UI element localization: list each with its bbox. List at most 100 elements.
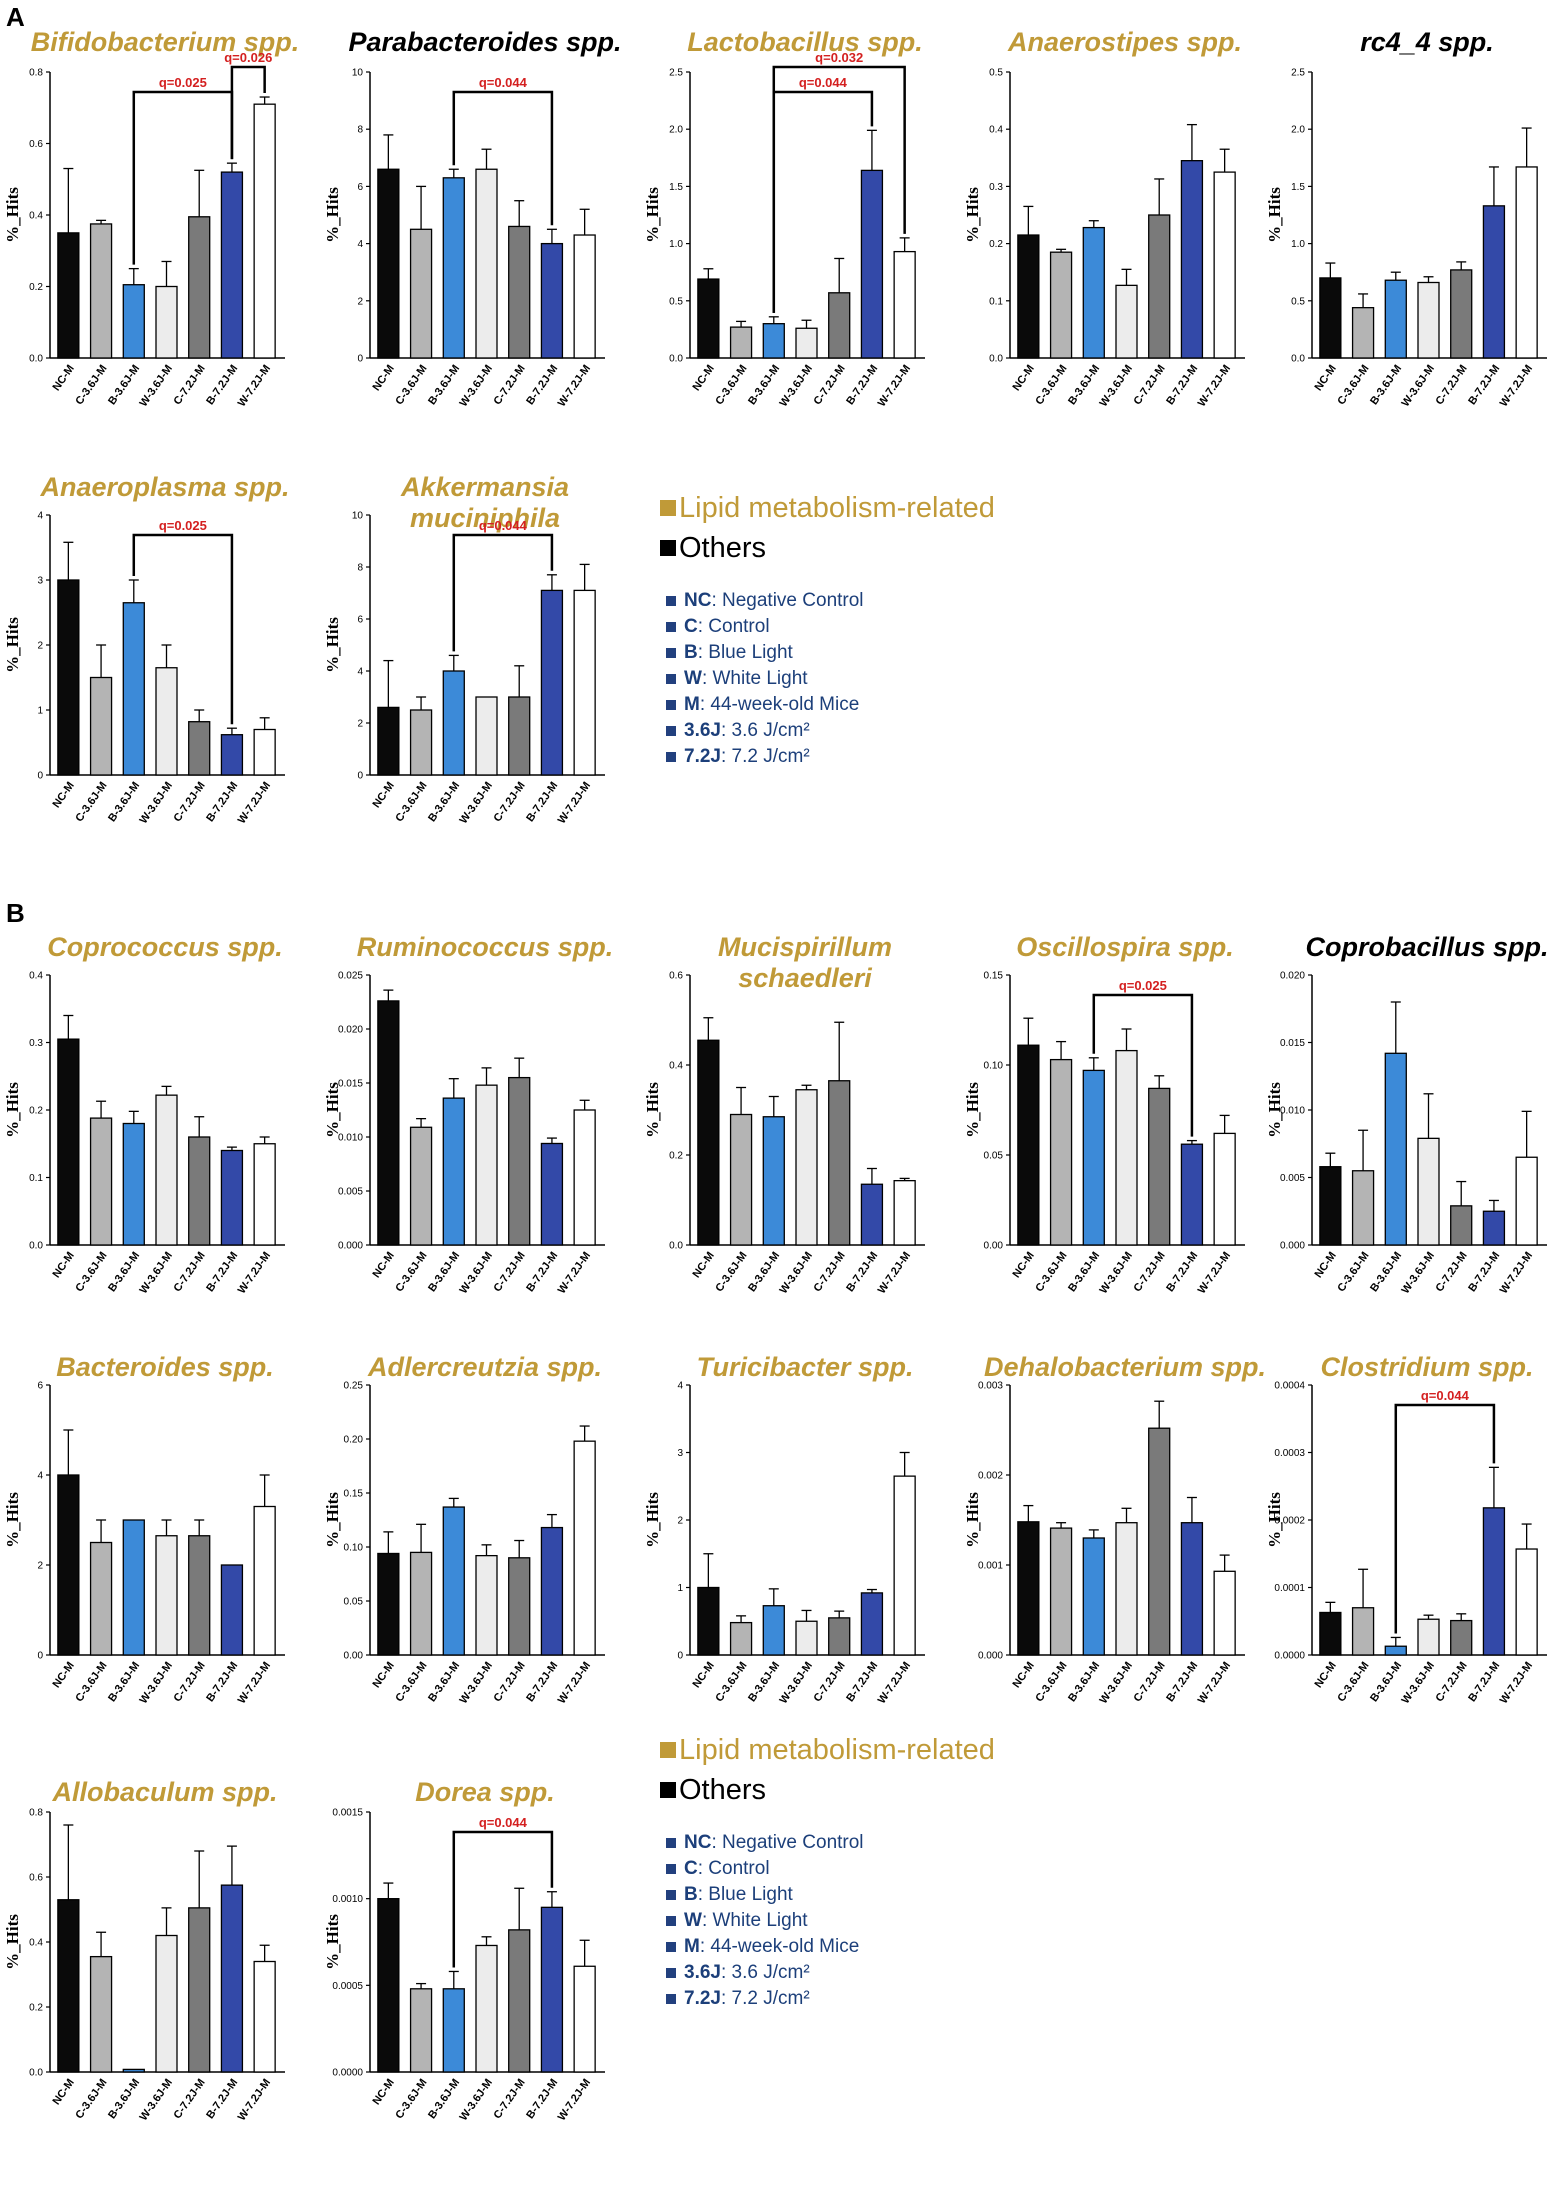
bar [155, 1934, 178, 2073]
x-tick-label: B-3.6J-M [746, 1250, 782, 1294]
chart-parabacteroides-spp: Parabacteroides spp. %_Hits 0 2 4 6 8 10 NC-M C-3… [320, 0, 640, 440]
bar [508, 1929, 531, 2073]
bar [1450, 269, 1473, 359]
chart-bacteroides-spp: Bacteroides spp. %_Hits 0 2 4 6 NC-M C-3.6J-M B-… [0, 1325, 320, 1765]
y-axis-label: %_Hits [323, 1914, 342, 1970]
significance-label: q=0.032 [815, 50, 863, 65]
x-tick-label: W-7.2J-M [556, 1250, 593, 1296]
bar [1017, 234, 1040, 359]
significance-label: q=0.026 [224, 50, 272, 65]
x-tick-label: B-3.6J-M [1066, 363, 1102, 407]
legend-abbr-desc: : White Light [701, 1910, 808, 1931]
x-tick-label: C-7.2J-M [172, 2077, 208, 2121]
y-tick-label: 0.2 [989, 239, 1003, 250]
bar [57, 579, 80, 776]
bar [697, 1586, 720, 1656]
y-tick-label: 0.015 [338, 1079, 363, 1090]
x-tick-label: C-7.2J-M [1132, 1660, 1168, 1704]
bar [1049, 251, 1073, 359]
x-tick-label: B-3.6J-M [1066, 1250, 1102, 1294]
bar [1082, 1069, 1105, 1246]
y-axis-label: %_Hits [963, 1492, 982, 1548]
bar [508, 1076, 531, 1246]
legend-abbr-desc: : Blue Light [697, 1884, 793, 1905]
x-tick-label: W-3.6J-M [1400, 1250, 1437, 1296]
y-tick-label: 0.4 [989, 125, 1003, 136]
chart-svg: %_Hits 0.0 0.2 0.4 0.6 0.8 NC-MC-3.6J-MB-3.6J-… [3, 50, 285, 409]
bar [697, 278, 720, 359]
bar [828, 1617, 851, 1656]
y-tick-label: 0.0 [669, 1241, 683, 1252]
chart-panels: Bifidobacterium spp. %_Hits 0.0 0.2 0.4 0.6 0.… [0, 0, 1568, 2123]
chart-title-line: muciniphila [409, 503, 561, 533]
chart-title-line: Akkermansia [400, 472, 570, 502]
x-tick-label: W-7.2J-M [1196, 1250, 1233, 1296]
bar [409, 1551, 433, 1656]
bar [442, 1988, 465, 2073]
significance-label: q=0.044 [479, 1815, 528, 1830]
x-tick-label: B-3.6J-M [1368, 1250, 1404, 1294]
significance-bracket [1092, 993, 1194, 1137]
bar [155, 285, 178, 359]
x-tick-label: C-3.6J-M [73, 1660, 109, 1704]
significance-label: q=0.044 [479, 75, 528, 90]
x-tick-label: NC-M [1313, 1660, 1339, 1690]
y-tick-label: 0.5 [669, 296, 683, 307]
x-tick-label: NC-M [371, 363, 397, 393]
x-tick-label: B-3.6J-M [106, 780, 142, 824]
x-tick-label: B-3.6J-M [106, 1250, 142, 1294]
x-tick-label: B-3.6J-M [426, 1660, 462, 1704]
y-tick-label: 0.0001 [1274, 1583, 1305, 1594]
y-tick-label: 10 [352, 511, 364, 522]
bar [828, 292, 851, 359]
bar [893, 250, 916, 359]
y-tick-label: 0.4 [29, 1938, 43, 1949]
y-tick-label: 4 [677, 1381, 683, 1392]
y-tick-label: 0 [357, 354, 363, 365]
chart-lactobacillus-spp: Lactobacillus spp. %_Hits 0.0 0.5 1.0 1.5 2.0 2… [640, 0, 960, 440]
bar [188, 1535, 211, 1656]
x-tick-label: NC-M [691, 1250, 717, 1280]
bar [253, 1505, 276, 1656]
x-tick-label: C-3.6J-M [713, 1660, 749, 1704]
x-tick-label: W-3.6J-M [458, 1250, 495, 1296]
bar [409, 1126, 433, 1246]
bar [122, 1519, 145, 1656]
x-tick-label: W-3.6J-M [458, 2077, 495, 2123]
y-tick-label: 0.5 [989, 68, 1003, 79]
legend-abbr-3-6j: 3.6J: 3.6 J/cm² [660, 718, 1090, 744]
significance-bracket [230, 65, 266, 160]
bar [1515, 1548, 1538, 1656]
chart-svg: %_Hits 0.0 0.5 1.0 1.5 2.0 2.5 NC-MC-3.6J-MB-3.… [643, 50, 925, 409]
bar [220, 171, 244, 359]
x-tick-label: W-3.6J-M [1098, 1660, 1135, 1706]
y-tick-label: 6 [357, 182, 363, 193]
legend-abbr-desc: : 7.2 J/cm² [720, 1988, 810, 2009]
bar [442, 177, 465, 359]
bar [220, 1149, 244, 1246]
y-tick-label: 0 [357, 771, 363, 782]
legend-panel-a: Lipid metabolism-related Others NC: Nega… [660, 488, 1090, 770]
chart-title: Clostridium spp. [1262, 1352, 1568, 1383]
legend-lipid-swatch [660, 500, 676, 516]
bar [253, 1960, 276, 2073]
x-tick-label: NC-M [691, 363, 717, 393]
y-tick-label: 0.8 [29, 1808, 43, 1819]
chart-ruminococcus-spp: Ruminococcus spp. %_Hits 0.000 0.005 0.010 0.… [320, 905, 640, 1345]
legend-abbr-key: NC [684, 590, 712, 611]
significance-bracket [1394, 1403, 1496, 1634]
x-tick-label: B-7.2J-M [524, 780, 560, 824]
bar [1351, 1170, 1375, 1246]
chart-title-line: Coprobacillus spp. [1305, 932, 1549, 962]
legend-abbr-nc: NC: Negative Control [660, 1830, 1090, 1856]
x-tick-label: C-3.6J-M [713, 1250, 749, 1294]
chart-oscillospira-spp: Oscillospira spp. %_Hits 0.00 0.05 0.10 0.15 N… [960, 905, 1280, 1345]
legend-bullet-icon [666, 752, 676, 762]
x-tick-label: B-7.2J-M [844, 1250, 880, 1294]
chart-title-line: Dehalobacterium spp. [983, 1352, 1267, 1382]
bar [508, 1557, 531, 1656]
legend-bullet-icon [666, 622, 676, 632]
x-tick-label: NC-M [51, 1660, 77, 1690]
x-tick-label: W-7.2J-M [876, 1660, 913, 1706]
bar [762, 323, 785, 359]
